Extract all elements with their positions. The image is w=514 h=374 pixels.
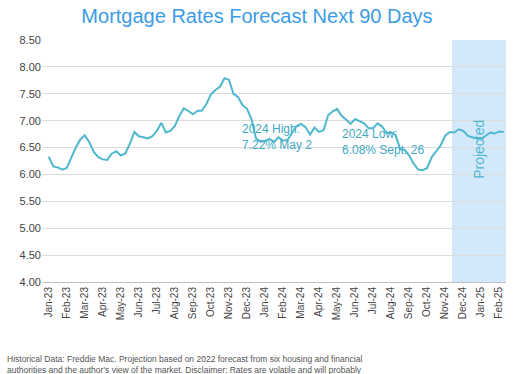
svg-text:Feb-24: Feb-24 bbox=[277, 287, 288, 319]
svg-text:Mar-23: Mar-23 bbox=[79, 287, 90, 319]
svg-text:7.50: 7.50 bbox=[20, 88, 41, 100]
svg-text:Feb-25: Feb-25 bbox=[493, 287, 504, 319]
svg-text:Dec-23: Dec-23 bbox=[241, 287, 252, 320]
svg-text:5.50: 5.50 bbox=[20, 195, 41, 207]
svg-text:Sep-24: Sep-24 bbox=[403, 287, 414, 320]
svg-text:4.50: 4.50 bbox=[20, 249, 41, 261]
svg-text:Jun-24: Jun-24 bbox=[349, 287, 360, 318]
svg-text:Dec-24: Dec-24 bbox=[457, 287, 468, 320]
svg-text:4.00: 4.00 bbox=[20, 276, 41, 288]
svg-text:Nov-23: Nov-23 bbox=[223, 287, 234, 320]
svg-text:Jan-24: Jan-24 bbox=[259, 287, 270, 318]
svg-text:Nov-24: Nov-24 bbox=[439, 287, 450, 320]
svg-text:2024 Low:6.08% Sept. 26: 2024 Low:6.08% Sept. 26 bbox=[342, 127, 424, 157]
svg-text:Sep-23: Sep-23 bbox=[187, 287, 198, 320]
svg-text:Apr-24: Apr-24 bbox=[313, 287, 324, 317]
svg-text:May-24: May-24 bbox=[331, 287, 342, 321]
svg-text:Jul-24: Jul-24 bbox=[367, 287, 378, 315]
svg-text:Oct-24: Oct-24 bbox=[421, 287, 432, 317]
svg-text:Aug-24: Aug-24 bbox=[385, 287, 396, 320]
svg-text:8.50: 8.50 bbox=[20, 34, 41, 46]
svg-text:May-23: May-23 bbox=[115, 287, 126, 321]
svg-text:Mortgage Rates Forecast Next 9: Mortgage Rates Forecast Next 90 Days bbox=[81, 5, 432, 27]
svg-text:Jan-25: Jan-25 bbox=[475, 287, 486, 318]
svg-text:Apr-23: Apr-23 bbox=[97, 287, 108, 317]
svg-text:Mar-24: Mar-24 bbox=[295, 287, 306, 319]
svg-text:Oct-23: Oct-23 bbox=[205, 287, 216, 317]
svg-text:Jan-23: Jan-23 bbox=[43, 287, 54, 318]
svg-text:6.50: 6.50 bbox=[20, 141, 41, 153]
svg-text:Jul-23: Jul-23 bbox=[151, 287, 162, 315]
svg-text:Feb-23: Feb-23 bbox=[61, 287, 72, 319]
svg-text:8.00: 8.00 bbox=[20, 61, 41, 73]
svg-text:Projected: Projected bbox=[471, 120, 487, 179]
svg-text:Historical Data: Freddie Mac.: Historical Data: Freddie Mac. Projection… bbox=[7, 354, 362, 374]
svg-text:2024 High:7.22% May 2: 2024 High:7.22% May 2 bbox=[242, 122, 312, 152]
svg-text:6.00: 6.00 bbox=[20, 168, 41, 180]
svg-text:Aug-23: Aug-23 bbox=[169, 287, 180, 320]
svg-text:7.00: 7.00 bbox=[20, 115, 41, 127]
svg-text:5.00: 5.00 bbox=[20, 222, 41, 234]
svg-text:Jun-23: Jun-23 bbox=[133, 287, 144, 318]
